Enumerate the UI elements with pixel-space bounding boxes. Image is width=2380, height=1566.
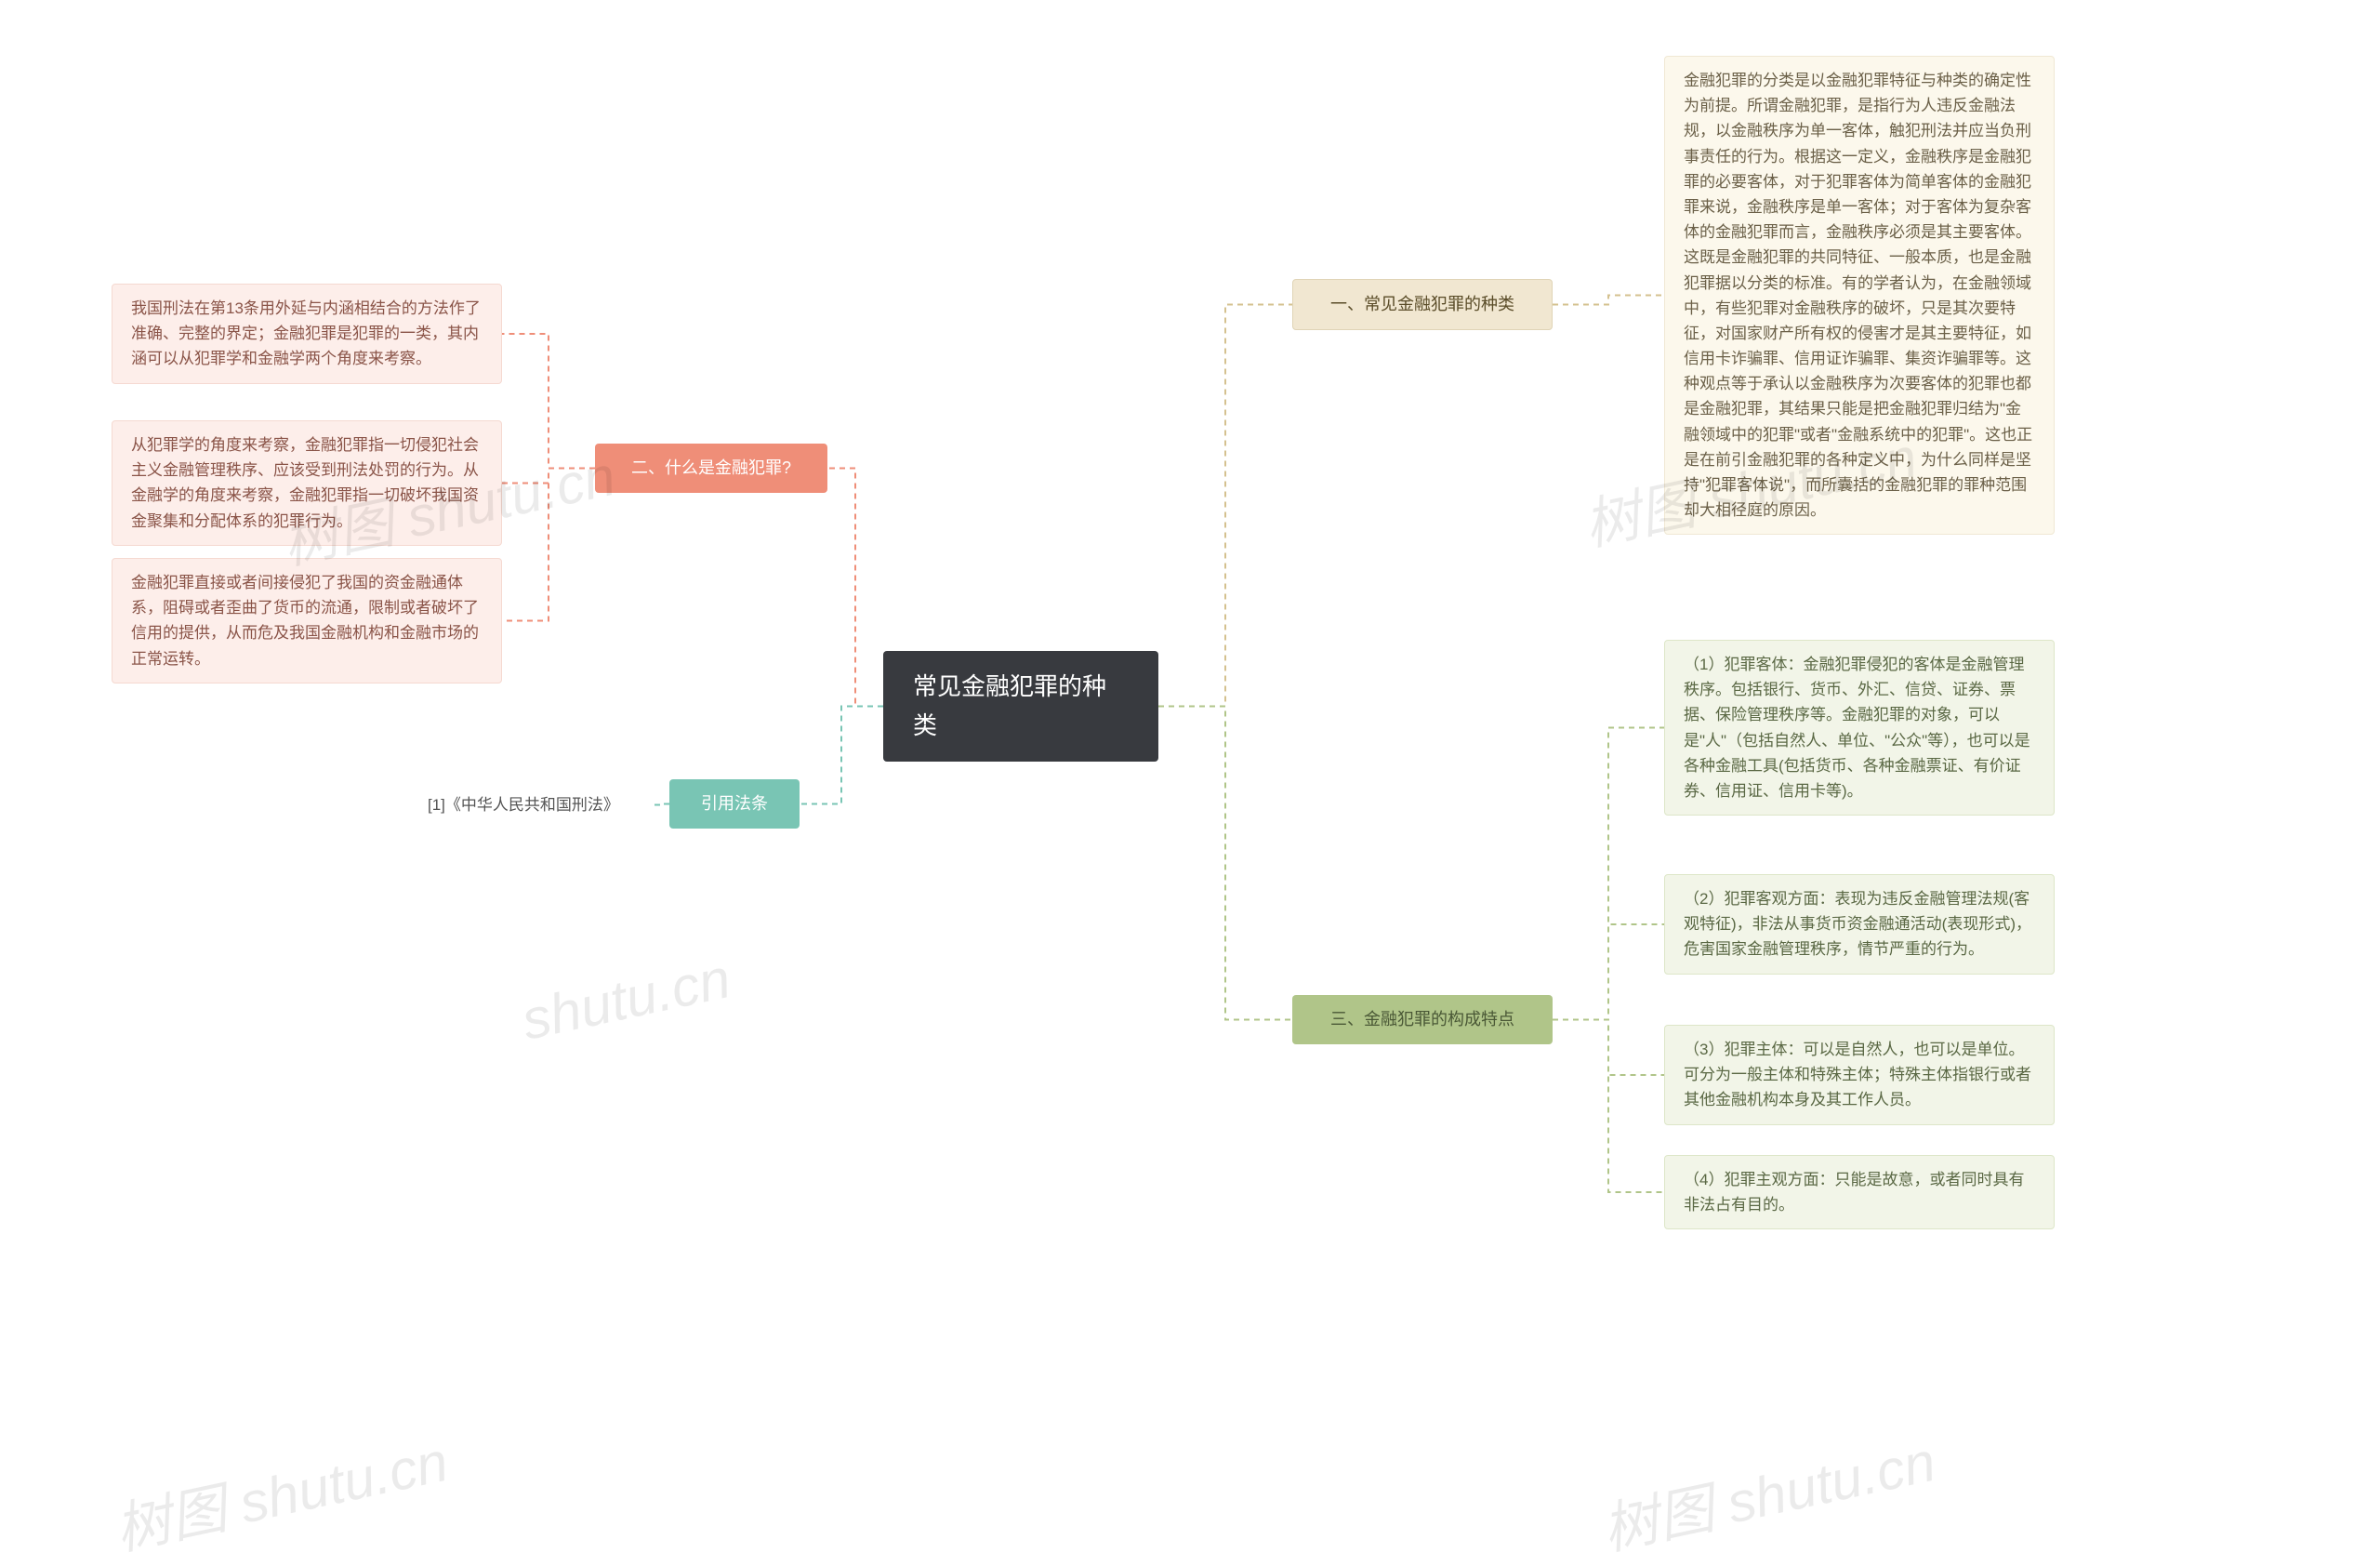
leaf-b2-1[interactable]: 我国刑法在第13条用外延与内涵相结合的方法作了准确、完整的界定；金融犯罪是犯罪的… (112, 284, 502, 384)
leaf-b1-1[interactable]: 金融犯罪的分类是以金融犯罪特征与种类的确定性为前提。所谓金融犯罪，是指行为人违反… (1664, 56, 2055, 535)
leaf-b2-2[interactable]: 从犯罪学的角度来考察，金融犯罪指一切侵犯社会主义金融管理秩序、应该受到刑法处罚的… (112, 420, 502, 546)
root-node[interactable]: 常见金融犯罪的种类 (883, 651, 1158, 762)
leaf-cite-1: [1]《中华人民共和国刑法》 (409, 781, 638, 829)
leaf-b3-3[interactable]: （3）犯罪主体：可以是自然人，也可以是单位。可分为一般主体和特殊主体；特殊主体指… (1664, 1025, 2055, 1125)
leaf-b3-1[interactable]: （1）犯罪客体：金融犯罪侵犯的客体是金融管理秩序。包括银行、货币、外汇、信贷、证… (1664, 640, 2055, 816)
leaf-b3-4[interactable]: （4）犯罪主观方面：只能是故意，或者同时具有非法占有目的。 (1664, 1155, 2055, 1229)
branch-node-3[interactable]: 三、金融犯罪的构成特点 (1292, 995, 1553, 1044)
watermark: 树图 shutu.cn (107, 1416, 455, 1566)
branch-node-2[interactable]: 二、什么是金融犯罪? (595, 444, 827, 493)
watermark: shutu.cn (516, 946, 735, 1053)
leaf-b2-3[interactable]: 金融犯罪直接或者间接侵犯了我国的资金融通体系，阻碍或者歪曲了货币的流通，限制或者… (112, 558, 502, 683)
watermark: 树图 shutu.cn (1594, 1416, 1942, 1566)
branch-node-1[interactable]: 一、常见金融犯罪的种类 (1292, 279, 1553, 330)
leaf-b3-2[interactable]: （2）犯罪客观方面：表现为违反金融管理法规(客观特征)，非法从事货币资金融通活动… (1664, 874, 2055, 975)
branch-node-cite[interactable]: 引用法条 (669, 779, 800, 829)
